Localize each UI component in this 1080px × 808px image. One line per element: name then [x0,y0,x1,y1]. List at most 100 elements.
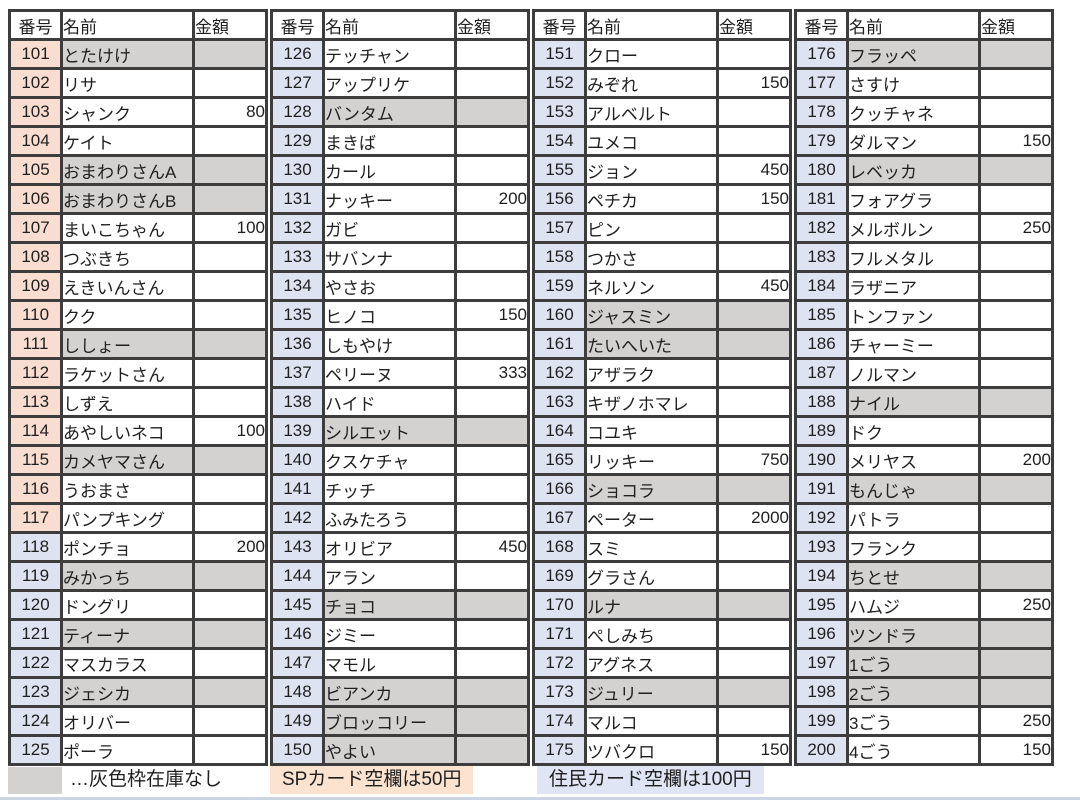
card-number-cell: 119 [8,560,63,592]
card-number-cell: 120 [8,589,63,621]
price-cell [978,647,1054,679]
card-name-cell: ツバクロ [584,734,719,766]
card-number-cell: 176 [794,38,849,70]
header-row: 番号 名前 金額 [270,9,530,41]
card-number-cell: 145 [270,589,325,621]
price-cell [716,299,792,331]
card-number-cell: 135 [270,299,325,331]
card-number-cell: 195 [794,589,849,621]
card-name-cell: リッキー [584,444,719,476]
price-cell [978,183,1054,215]
card-number-cell: 132 [270,212,325,244]
table-row: 118 ポンチョ 200 [8,531,268,563]
column-header-amount: 金額 [192,9,268,41]
price-cell [978,270,1054,302]
price-cell [978,531,1054,563]
price-cell: 450 [716,154,792,186]
card-name-cell: もんじゃ [846,473,981,505]
card-name-cell: オリビア [322,531,457,563]
card-number-cell: 165 [532,444,587,476]
price-cell [192,618,268,650]
price-cell [978,357,1054,389]
card-name-cell: ブロッコリー [322,705,457,737]
card-name-cell: トンファン [846,299,981,331]
card-name-cell: ノルマン [846,357,981,389]
card-number-cell: 112 [8,357,63,389]
price-cell [192,183,268,215]
table-row: 150 やよい [270,734,530,766]
table-row: 198 2ごう [794,676,1054,708]
price-cell [192,473,268,505]
table-row: 110 クク [8,299,268,331]
table-row: 188 ナイル [794,386,1054,418]
card-name-cell: ジミー [322,618,457,650]
table-row: 105 おまわりさんA [8,154,268,186]
card-number-cell: 103 [8,96,63,128]
card-name-cell: ネルソン [584,270,719,302]
card-number-cell: 190 [794,444,849,476]
card-name-cell: ペーター [584,502,719,534]
price-cell [978,67,1054,99]
price-cell [192,647,268,679]
table-row: 112 ラケットさん [8,357,268,389]
card-name-cell: アップリケ [322,67,457,99]
price-cell [454,502,530,534]
table-row: 194 ちとせ [794,560,1054,592]
card-number-cell: 113 [8,386,63,418]
card-name-cell: みかっち [60,560,195,592]
card-number-cell: 142 [270,502,325,534]
card-name-cell: ラケットさん [60,357,195,389]
table-row: 182 メルボルン 250 [794,212,1054,244]
price-cell [978,328,1054,360]
card-name-cell: 1ごう [846,647,981,679]
card-number-cell: 147 [270,647,325,679]
card-number-cell: 194 [794,560,849,592]
card-name-cell: つかさ [584,241,719,273]
price-cell [192,734,268,766]
table-row: 127 アップリケ [270,67,530,99]
price-table-group-1: 番号 名前 金額 101 とたけけ 102 リサ 103 シャンク 80 104 ケイト 105 お… [8,9,268,766]
price-cell: 2000 [716,502,792,534]
price-cell [978,560,1054,592]
table-row: 169 グラさん [532,560,792,592]
card-number-cell: 155 [532,154,587,186]
card-name-cell: おまわりさんB [60,183,195,215]
price-cell: 200 [978,444,1054,476]
card-name-cell: シャンク [60,96,195,128]
card-name-cell: ティーナ [60,618,195,650]
card-name-cell: バンタム [322,96,457,128]
table-row: 119 みかっち [8,560,268,592]
price-cell [716,618,792,650]
card-number-cell: 179 [794,125,849,157]
price-cell [192,125,268,157]
table-row: 148 ビアンカ [270,676,530,708]
card-name-cell: テッチャン [322,38,457,70]
card-name-cell: ペリーヌ [322,357,457,389]
card-number-cell: 143 [270,531,325,563]
price-cell: 150 [716,183,792,215]
table-row: 137 ペリーヌ 333 [270,357,530,389]
table-row: 124 オリバー [8,705,268,737]
card-number-cell: 118 [8,531,63,563]
card-number-cell: 188 [794,386,849,418]
card-name-cell: まきば [322,125,457,157]
price-cell [192,444,268,476]
price-cell [454,647,530,679]
price-cell [454,241,530,273]
price-cell [716,473,792,505]
price-cell [454,415,530,447]
card-name-cell: フォアグラ [846,183,981,215]
table-row: 183 フルメタル [794,241,1054,273]
table-row: 136 しもやけ [270,328,530,360]
card-name-cell: つぶきち [60,241,195,273]
table-row: 165 リッキー 750 [532,444,792,476]
table-row: 143 オリビア 450 [270,531,530,563]
table-row: 175 ツバクロ 150 [532,734,792,766]
price-cell [192,386,268,418]
card-name-cell: ふみたろう [322,502,457,534]
column-header-name: 名前 [60,9,195,41]
card-name-cell: ドングリ [60,589,195,621]
card-name-cell: メルボルン [846,212,981,244]
price-table-group-3: 番号 名前 金額 151 クロー 152 みぞれ 150 153 アルベルト 154 ユメコ 15… [532,9,792,766]
